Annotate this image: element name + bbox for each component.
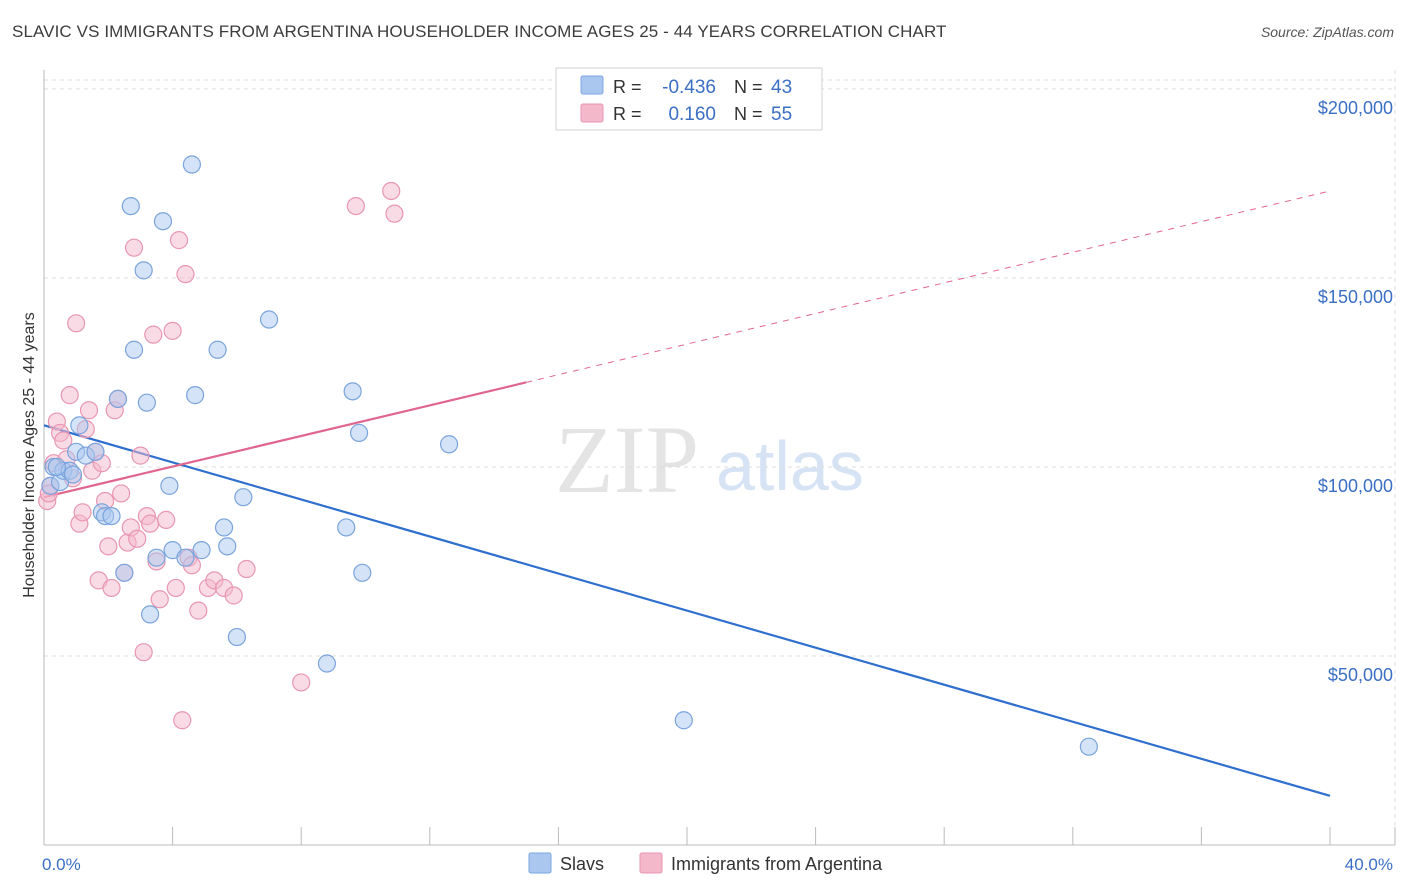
point-argentina: [112, 484, 131, 503]
point-slavs: [353, 563, 372, 582]
point-slavs: [121, 196, 140, 216]
point-slavs: [337, 518, 356, 537]
point-slavs: [182, 155, 201, 174]
point-argentina: [99, 537, 118, 556]
point-argentina: [102, 578, 121, 598]
trend-layer: [43, 190, 1331, 797]
point-argentina: [176, 265, 195, 284]
watermark: ZIP atlas: [555, 406, 864, 513]
point-argentina: [73, 503, 92, 522]
point-slavs: [234, 488, 253, 507]
xtick-layer: 0.0% 40.0%: [42, 855, 1393, 874]
point-argentina: [382, 181, 401, 201]
stats-legend-n-label-argentina: N =: [734, 104, 763, 124]
point-slavs: [176, 548, 195, 567]
point-slavs: [1079, 737, 1098, 756]
point-argentina: [237, 559, 256, 579]
point-argentina: [385, 204, 404, 223]
point-slavs: [317, 654, 337, 673]
trend-line-argentina-projection: [526, 190, 1331, 383]
point-slavs: [147, 548, 166, 567]
point-argentina: [131, 446, 150, 465]
point-slavs: [86, 442, 105, 461]
point-argentina: [124, 238, 144, 257]
point-argentina: [224, 586, 243, 605]
points-layer: [38, 155, 1098, 756]
point-argentina: [163, 321, 182, 340]
point-slavs: [439, 435, 459, 454]
stats-legend-swatch-argentina: [580, 103, 604, 123]
point-slavs: [153, 212, 173, 231]
point-argentina: [54, 431, 73, 450]
point-slavs: [343, 382, 362, 401]
point-argentina: [134, 643, 153, 662]
x-tick-label: 0.0%: [42, 855, 81, 874]
trend-line-argentina: [43, 381, 527, 499]
point-argentina: [140, 514, 160, 533]
series-legend-label-slavs: Slavs: [560, 854, 604, 874]
stats-legend-r-value-argentina: 0.160: [668, 104, 716, 125]
series-legend: Slavs Immigrants from Argentina: [528, 852, 883, 874]
point-slavs: [115, 563, 134, 582]
point-slavs: [674, 711, 693, 730]
point-slavs: [227, 627, 246, 647]
point-argentina: [189, 601, 208, 620]
stats-legend-n-value-slavs: 43: [771, 77, 792, 98]
point-slavs: [108, 389, 128, 409]
series-legend-swatch-slavs: [528, 852, 552, 874]
point-argentina: [292, 673, 311, 692]
stats-legend-n-value-argentina: 55: [771, 104, 792, 125]
point-slavs: [192, 541, 211, 560]
stats-legend-n-label-slavs: N =: [734, 77, 763, 97]
point-slavs: [160, 476, 179, 495]
chart-title: SLAVIC VS IMMIGRANTS FROM ARGENTINA HOUS…: [12, 22, 947, 41]
point-slavs: [102, 506, 121, 526]
point-slavs: [349, 423, 369, 443]
point-argentina: [144, 325, 163, 344]
watermark-zip: ZIP: [555, 406, 699, 513]
point-argentina: [128, 529, 147, 548]
point-slavs: [70, 416, 89, 435]
stats-legend-swatch-slavs: [580, 75, 604, 95]
stats-legend-r-label-slavs: R =: [613, 77, 642, 97]
watermark-atlas: atlas: [716, 427, 864, 505]
point-slavs: [186, 386, 205, 405]
ytick-layer: $50,000 $100,000 $150,000 $200,000: [1318, 98, 1393, 685]
x-tick-label: 40.0%: [1345, 855, 1393, 874]
point-argentina: [150, 590, 169, 609]
y-tick-label: $50,000: [1328, 665, 1393, 685]
stats-legend-r-value-slavs: -0.436: [662, 77, 716, 98]
point-slavs: [124, 340, 144, 359]
point-slavs: [208, 340, 227, 359]
axis-layer: [43, 70, 1396, 846]
point-slavs: [47, 457, 66, 477]
point-argentina: [79, 401, 99, 420]
point-slavs: [214, 518, 234, 537]
stats-legend-r-label-argentina: R =: [613, 104, 642, 124]
trend-line-slavs: [43, 424, 1331, 797]
point-argentina: [169, 231, 189, 250]
series-legend-swatch-argentina: [639, 852, 663, 874]
point-argentina: [166, 578, 185, 598]
stats-legend: R = -0.436 N = 43 R = 0.160 N = 55: [555, 67, 823, 131]
point-slavs: [218, 537, 237, 556]
y-tick-label: $200,000: [1318, 98, 1393, 118]
point-argentina: [346, 196, 365, 216]
y-tick-label: $100,000: [1318, 476, 1393, 496]
point-argentina: [67, 314, 86, 333]
point-argentina: [173, 711, 192, 730]
y-axis-label: Householder Income Ages 25 - 44 years: [21, 312, 38, 598]
point-slavs: [134, 261, 153, 280]
point-argentina: [157, 510, 176, 529]
series-legend-label-argentina: Immigrants from Argentina: [671, 854, 883, 874]
point-slavs: [63, 465, 83, 484]
point-slavs: [259, 310, 279, 329]
point-slavs: [137, 393, 156, 412]
chart-source: Source: ZipAtlas.com: [1260, 24, 1394, 40]
y-tick-label: $150,000: [1318, 287, 1393, 307]
point-argentina: [60, 386, 79, 405]
point-slavs: [140, 605, 160, 624]
